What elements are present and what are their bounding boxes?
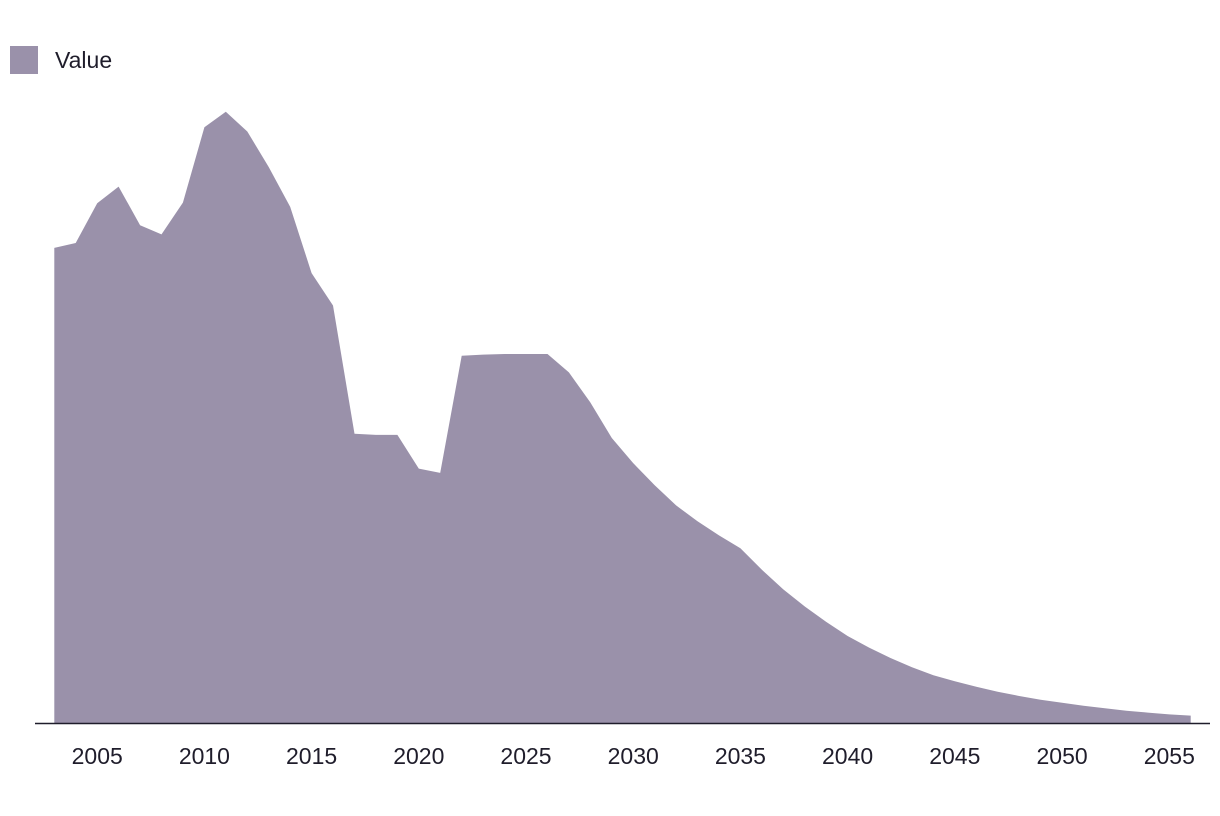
- legend-swatch: [10, 46, 38, 74]
- area-series-0: [54, 111, 1191, 724]
- x-tick-label: 2035: [715, 743, 766, 769]
- x-tick-label: 2005: [72, 743, 123, 769]
- x-tick-label: 2020: [393, 743, 444, 769]
- series-layer: [54, 111, 1191, 724]
- x-tick-label: 2040: [822, 743, 873, 769]
- x-tick-label: 2010: [179, 743, 230, 769]
- x-tick-label: 2055: [1144, 743, 1195, 769]
- x-tick-label: 2015: [286, 743, 337, 769]
- x-axis-ticks: 2005 2010 2015 2020 2025 2030 2035 2040 2045 2050…: [72, 743, 1195, 769]
- legend-label: Value: [55, 46, 113, 73]
- x-tick-label: 2025: [500, 743, 551, 769]
- legend: Value: [10, 44, 112, 76]
- x-tick-label: 2030: [608, 743, 659, 769]
- x-tick-label: 2050: [1037, 743, 1088, 769]
- x-tick-label: 2045: [929, 743, 980, 769]
